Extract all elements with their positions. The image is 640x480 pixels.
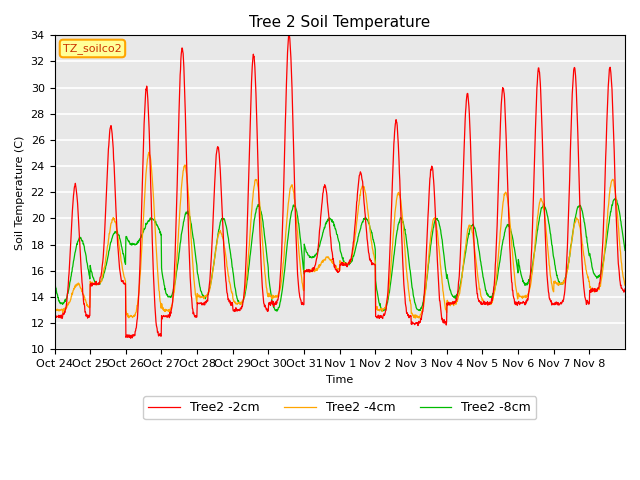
Tree2 -2cm bbox=[285, 31, 293, 37]
Tree2 -2cm bbox=[475, 299, 483, 304]
Tree2 -4cm bbox=[559, 279, 566, 285]
Tree2 -8cm bbox=[475, 245, 483, 251]
Tree2 -4cm bbox=[145, 149, 153, 155]
Tree2 -2cm bbox=[326, 222, 333, 228]
Tree2 -8cm bbox=[314, 247, 322, 252]
Line: Tree2 -2cm: Tree2 -2cm bbox=[54, 34, 625, 338]
Text: TZ_soilco2: TZ_soilco2 bbox=[63, 43, 122, 54]
Tree2 -8cm bbox=[621, 248, 629, 253]
Tree2 -4cm bbox=[621, 282, 629, 288]
Tree2 -4cm bbox=[314, 264, 322, 269]
Tree2 -2cm bbox=[315, 239, 323, 245]
Legend: Tree2 -2cm, Tree2 -4cm, Tree2 -8cm: Tree2 -2cm, Tree2 -4cm, Tree2 -8cm bbox=[143, 396, 536, 420]
Tree2 -8cm bbox=[51, 278, 58, 284]
Tree2 -4cm bbox=[412, 315, 419, 321]
Tree2 -8cm bbox=[614, 203, 622, 208]
Tree2 -8cm bbox=[273, 308, 281, 314]
Tree2 -2cm bbox=[614, 261, 622, 266]
Line: Tree2 -8cm: Tree2 -8cm bbox=[54, 199, 625, 311]
Tree2 -8cm bbox=[611, 196, 618, 202]
Tree2 -4cm bbox=[325, 256, 333, 262]
Y-axis label: Soil Temperature (C): Soil Temperature (C) bbox=[15, 135, 25, 250]
Tree2 -8cm bbox=[140, 228, 148, 233]
Tree2 -4cm bbox=[614, 224, 622, 229]
Tree2 -2cm bbox=[559, 298, 566, 304]
Tree2 -2cm bbox=[140, 121, 148, 127]
Tree2 -4cm bbox=[475, 282, 483, 288]
Tree2 -4cm bbox=[51, 304, 58, 310]
X-axis label: Time: Time bbox=[326, 374, 353, 384]
Title: Tree 2 Soil Temperature: Tree 2 Soil Temperature bbox=[249, 15, 430, 30]
Tree2 -2cm bbox=[51, 312, 58, 318]
Tree2 -4cm bbox=[140, 209, 148, 215]
Tree2 -8cm bbox=[325, 216, 333, 222]
Tree2 -8cm bbox=[558, 281, 566, 287]
Tree2 -2cm bbox=[621, 286, 629, 292]
Line: Tree2 -4cm: Tree2 -4cm bbox=[54, 152, 625, 318]
Tree2 -2cm bbox=[127, 336, 134, 341]
